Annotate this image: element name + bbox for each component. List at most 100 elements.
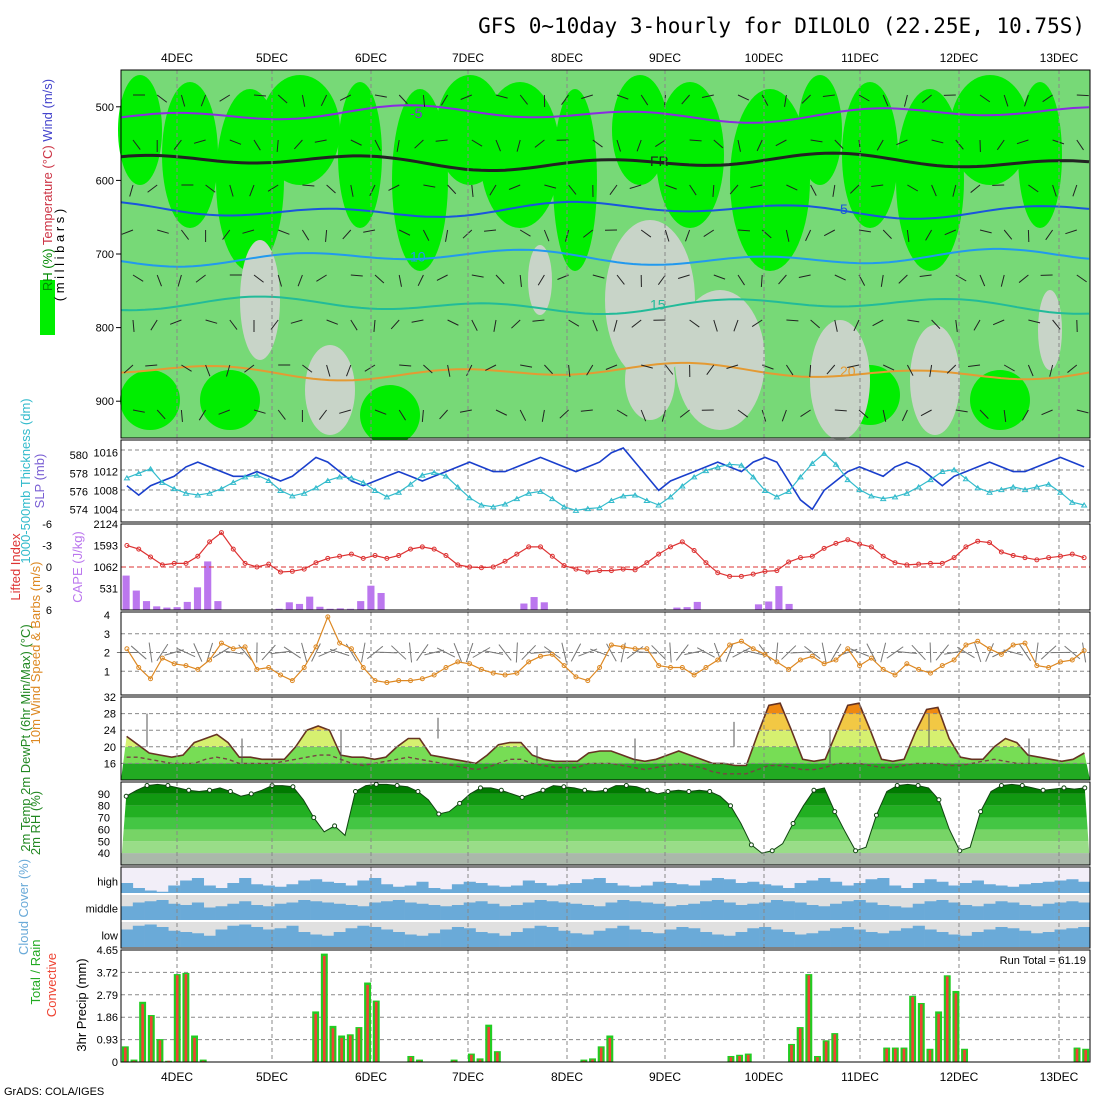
wind-barb bbox=[944, 229, 956, 236]
wind-barb bbox=[229, 139, 242, 145]
precip-conv-bar bbox=[340, 1037, 343, 1062]
li-marker bbox=[632, 567, 638, 573]
cloud-bar bbox=[1054, 880, 1067, 893]
right-tick-label: 1004 bbox=[94, 504, 118, 516]
cloud-bar bbox=[747, 903, 760, 920]
precip-conv-bar bbox=[201, 1060, 205, 1062]
wind-barb bbox=[1035, 642, 1039, 663]
wind-barb bbox=[242, 229, 255, 234]
rh-marker bbox=[227, 788, 233, 794]
cloud-bar bbox=[168, 885, 181, 893]
wind-barb bbox=[541, 409, 545, 422]
left-tick-label: 578 bbox=[70, 468, 88, 480]
thickness-marker bbox=[1009, 483, 1017, 490]
wind-barb bbox=[1028, 319, 1041, 324]
wind-barb bbox=[1024, 94, 1029, 107]
thickness-marker bbox=[1021, 486, 1029, 493]
precip-conv-bar bbox=[928, 1049, 932, 1062]
wind-barb bbox=[364, 364, 376, 372]
wind-barb bbox=[907, 319, 920, 323]
cloud-bar bbox=[841, 885, 854, 893]
wind-speed-marker bbox=[868, 655, 874, 661]
wind-barb bbox=[205, 364, 211, 377]
wind-speed-marker bbox=[195, 666, 201, 672]
cloud-bar bbox=[1042, 881, 1055, 893]
wind-barb bbox=[229, 319, 238, 330]
cloud-bar bbox=[357, 925, 370, 947]
wind-barb bbox=[388, 184, 400, 191]
rh-marker bbox=[561, 784, 567, 790]
wind-barb bbox=[631, 319, 642, 328]
rh-marker bbox=[957, 848, 963, 854]
rh-moist-region bbox=[120, 370, 180, 430]
thickness-marker bbox=[915, 483, 923, 490]
cloud-bar bbox=[617, 885, 630, 893]
wind-barb bbox=[1016, 139, 1029, 145]
cloud-bar bbox=[912, 925, 925, 947]
wind-barb bbox=[350, 139, 362, 146]
wind-barb bbox=[417, 274, 424, 287]
wind-barb bbox=[568, 319, 580, 327]
wind-speed-marker bbox=[951, 657, 957, 663]
thickness-slp-panel: 580 578 576 574 1016 1012 1008 1004 1000-500mb T… bbox=[18, 398, 1091, 564]
li-marker bbox=[762, 568, 768, 574]
cloud-bar bbox=[463, 902, 476, 920]
y-tick-label: 2.79 bbox=[97, 990, 118, 1002]
cape-bar bbox=[377, 592, 385, 610]
thickness-marker bbox=[430, 469, 438, 475]
wind-barb bbox=[301, 642, 308, 663]
thickness-slp-frame bbox=[120, 439, 1091, 523]
rh-marker bbox=[748, 842, 754, 848]
wind-speed-marker bbox=[927, 670, 933, 676]
li-marker bbox=[325, 555, 331, 561]
cape-bar bbox=[163, 607, 171, 610]
wind-barb bbox=[508, 184, 521, 190]
cloud-bar bbox=[1030, 933, 1044, 947]
cloud-bar bbox=[806, 905, 819, 920]
li-marker bbox=[384, 555, 390, 561]
cloud-bar bbox=[995, 885, 1008, 893]
wind-barb bbox=[568, 364, 571, 377]
cape-bar bbox=[326, 608, 334, 610]
cape-bar bbox=[316, 606, 324, 610]
wind-barb bbox=[665, 184, 677, 190]
day-label-top: 13DEC bbox=[1040, 51, 1079, 65]
thickness-marker bbox=[702, 467, 710, 474]
cloud-bar bbox=[369, 927, 382, 947]
day-label-top: 11DEC bbox=[841, 51, 879, 65]
wind-barb bbox=[483, 650, 504, 655]
cape-lifted-index-panel: -6 -3 0 3 6 2124 1593 1062 531 Lifted Index CAPE (… bbox=[8, 519, 1091, 617]
cloud-bar bbox=[617, 900, 630, 920]
wind-barb bbox=[447, 364, 451, 377]
wind-barb bbox=[834, 274, 846, 281]
wind-barb bbox=[801, 94, 811, 104]
left-tick-label: 576 bbox=[70, 486, 88, 498]
y-tick-label: 4 bbox=[104, 610, 110, 622]
wind-barb bbox=[374, 274, 385, 284]
li-marker bbox=[526, 544, 532, 550]
day-label-bottom: 12DEC bbox=[940, 1070, 979, 1084]
cloud-bar bbox=[1054, 929, 1067, 947]
rh-marker bbox=[519, 794, 525, 800]
cape-ylabel: CAPE (J/kg) bbox=[70, 531, 85, 603]
cloud-bar bbox=[652, 881, 665, 893]
isotherm-contour bbox=[120, 151, 1090, 172]
wind-barb bbox=[173, 139, 182, 150]
thickness-marker bbox=[820, 450, 828, 456]
rh-marker bbox=[144, 783, 150, 789]
precip-unit-label: 3hr Precip (mm) bbox=[74, 958, 89, 1051]
thickness-marker bbox=[891, 493, 899, 500]
li-marker bbox=[171, 560, 177, 566]
wind-barb bbox=[326, 184, 336, 194]
li-marker bbox=[218, 530, 224, 536]
wind-barb bbox=[1065, 229, 1077, 235]
wind-barb bbox=[436, 647, 456, 658]
rh-marker bbox=[540, 787, 546, 793]
day-label-bottom: 5DEC bbox=[256, 1070, 288, 1084]
cloud-bar bbox=[227, 925, 240, 947]
wind-barb bbox=[798, 274, 811, 278]
precip-conv-bar bbox=[833, 1034, 837, 1062]
cloud-bar bbox=[983, 903, 996, 920]
wind-barb bbox=[785, 229, 790, 242]
cloud-bar bbox=[310, 879, 323, 893]
